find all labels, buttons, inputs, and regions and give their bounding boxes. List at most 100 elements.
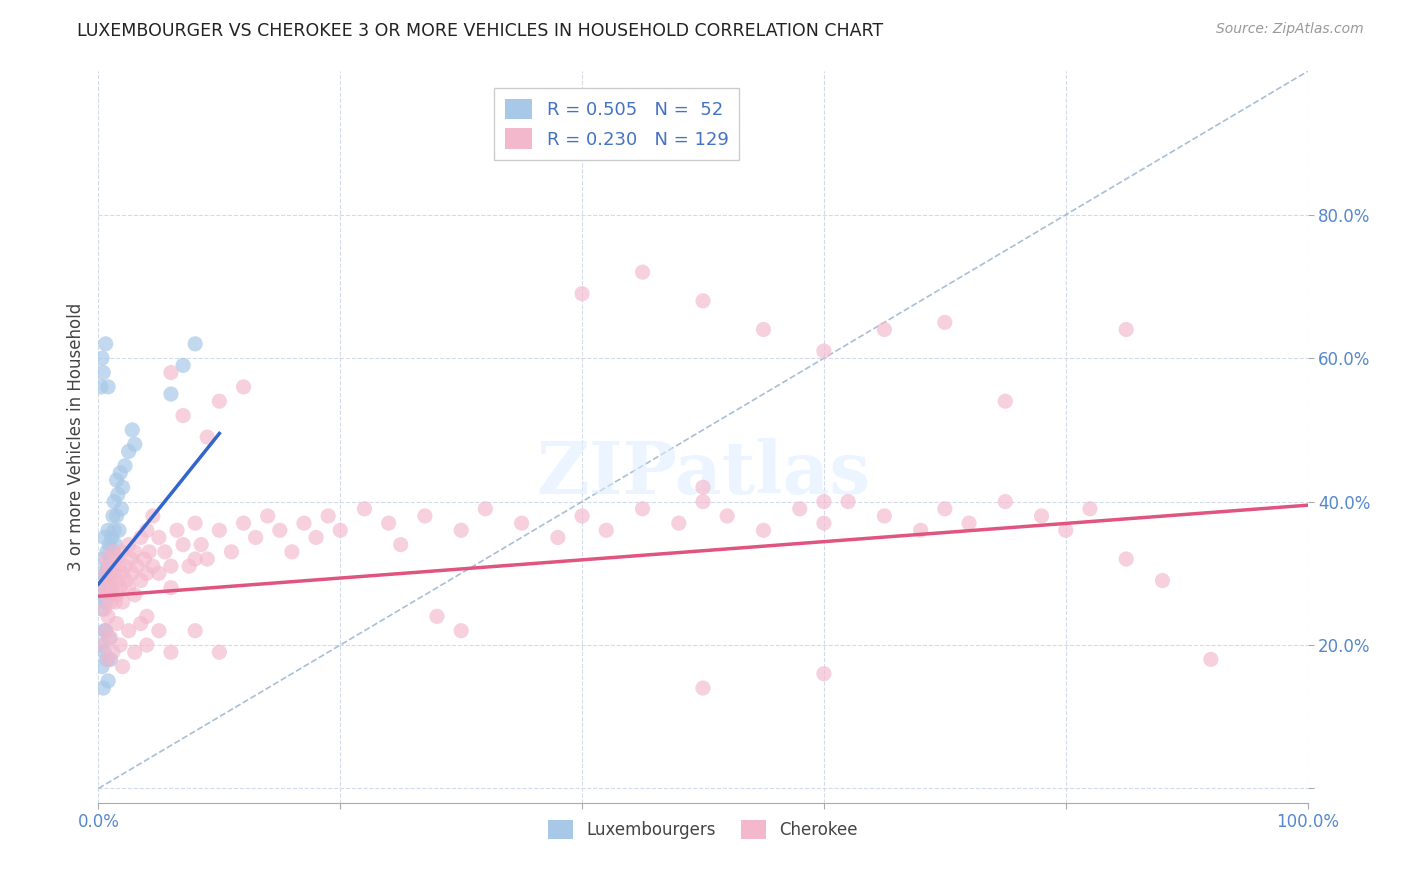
Point (135, 638, 157, 652)
Point (232, 516, 254, 530)
Point (716, 508, 738, 523)
Point (179, 559, 201, 574)
Point (208, 394, 231, 409)
Point (281, 545, 304, 559)
Point (94, 588, 117, 602)
Point (135, 524, 157, 538)
Point (450, 524, 472, 538)
Point (184, 336, 207, 351)
Point (94, 566, 117, 581)
Point (103, 494, 125, 508)
Point (166, 524, 188, 538)
Point (129, 531, 152, 545)
Point (90, 380, 112, 394)
Point (110, 545, 132, 559)
Point (118, 581, 141, 595)
Point (97, 652, 120, 666)
Point (994, 494, 1017, 508)
Point (105, 508, 128, 523)
Point (547, 531, 569, 545)
Point (93, 531, 115, 545)
Point (111, 480, 134, 494)
Point (813, 666, 835, 681)
Point (96, 552, 118, 566)
Point (160, 366, 183, 380)
Point (256, 508, 278, 523)
Point (353, 501, 375, 516)
Point (91, 681, 114, 695)
Point (160, 581, 183, 595)
Point (934, 315, 956, 329)
Point (269, 524, 291, 538)
Point (98, 581, 121, 595)
Text: ZIPatlas: ZIPatlas (536, 438, 870, 509)
Point (413, 508, 436, 523)
Point (97, 380, 120, 394)
Point (90, 638, 112, 652)
Point (1078, 501, 1101, 516)
Point (692, 480, 714, 494)
Point (111, 566, 134, 581)
Point (873, 508, 896, 523)
Point (160, 559, 183, 574)
Point (994, 394, 1017, 409)
Point (90, 588, 112, 602)
Point (101, 645, 124, 659)
Point (934, 501, 956, 516)
Point (101, 545, 124, 559)
Point (138, 545, 160, 559)
Point (93, 602, 115, 616)
Point (121, 566, 143, 581)
Point (105, 588, 128, 602)
Point (813, 344, 835, 359)
Point (101, 508, 124, 523)
Point (142, 559, 165, 574)
Point (232, 380, 254, 394)
Point (121, 423, 143, 437)
Point (97, 524, 120, 538)
Point (107, 574, 129, 588)
Point (93, 624, 115, 638)
Point (142, 508, 165, 523)
Point (91, 638, 114, 652)
Point (111, 659, 134, 673)
Point (813, 494, 835, 508)
Point (91, 602, 114, 616)
Point (571, 508, 593, 523)
Point (91, 552, 114, 566)
Point (329, 524, 352, 538)
Point (94, 624, 117, 638)
Point (1199, 652, 1222, 666)
Point (94, 566, 117, 581)
Point (752, 322, 775, 336)
Point (110, 501, 132, 516)
Point (108, 524, 131, 538)
Point (124, 588, 146, 602)
Point (103, 524, 125, 538)
Point (305, 531, 328, 545)
Point (221, 545, 243, 559)
Point (510, 516, 533, 530)
Point (94, 595, 117, 609)
Point (108, 581, 131, 595)
Point (100, 531, 122, 545)
Point (100, 595, 122, 609)
Point (91, 351, 114, 366)
Point (100, 652, 122, 666)
Point (94, 624, 117, 638)
Point (184, 552, 207, 566)
Point (98, 559, 121, 574)
Point (1054, 524, 1077, 538)
Point (94, 336, 117, 351)
Point (107, 487, 129, 501)
Point (100, 588, 122, 602)
Point (100, 631, 122, 645)
Point (118, 624, 141, 638)
Point (631, 501, 654, 516)
Point (124, 437, 146, 451)
Point (91, 581, 114, 595)
Point (96, 545, 118, 559)
Point (195, 552, 218, 566)
Point (1152, 574, 1174, 588)
Point (97, 673, 120, 688)
